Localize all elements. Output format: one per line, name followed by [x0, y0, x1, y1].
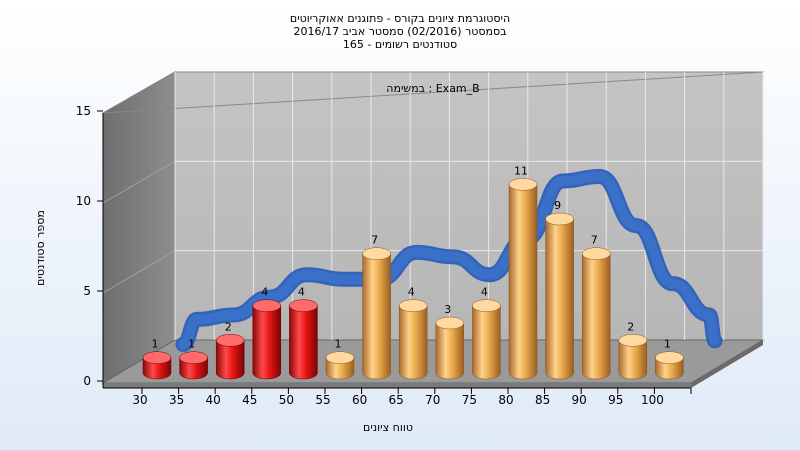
value-label: 2: [627, 320, 634, 333]
bar-65: [398, 299, 428, 380]
chart-registered-count: סטודנטים רשומים - 165: [342, 38, 458, 51]
x-tick-label: 50: [279, 393, 294, 407]
bar-cap: [618, 334, 648, 347]
x-axis-ticks: 30 35 40 45 50 55 60 65 70 75 80 85 90 95 100: [132, 388, 692, 407]
bar-50: [289, 299, 318, 380]
bar-cap: [179, 351, 208, 364]
bar-cap: [142, 351, 172, 364]
x-tick-label: 40: [206, 393, 221, 407]
bar-40: [215, 334, 245, 380]
bar-cap: [325, 351, 355, 364]
x-tick-label: 80: [498, 393, 513, 407]
bars: [142, 178, 684, 380]
bar-95: [618, 334, 648, 380]
bar-cap: [472, 299, 501, 312]
y-tick-label: 15: [76, 104, 91, 118]
bar-body: [618, 340, 648, 380]
value-label: 11: [514, 164, 528, 177]
value-label: 1: [152, 338, 159, 351]
bar-cap: [362, 247, 391, 260]
bar-cap: [252, 299, 282, 312]
value-label: 1: [664, 338, 671, 351]
bar-cap: [508, 178, 538, 191]
value-label: 4: [408, 286, 415, 299]
x-tick-label: 55: [315, 393, 330, 407]
x-tick-label: 60: [352, 393, 367, 407]
x-axis-title: טווח ציונים: [363, 421, 413, 434]
curve-ribbon: [178, 171, 720, 350]
floor-right-edge: [691, 340, 763, 388]
bar-body: [215, 340, 245, 380]
value-label: 7: [371, 234, 378, 247]
bar-body: [545, 218, 574, 380]
bar-cap: [545, 212, 574, 226]
bar-75: [472, 299, 501, 380]
bar-100: [655, 351, 684, 380]
bar-body: [508, 184, 538, 380]
bar-45: [252, 299, 282, 380]
y-tick-label: 10: [76, 194, 91, 208]
y-tick-label: 5: [83, 284, 91, 298]
x-tick-label: 95: [608, 393, 623, 407]
bar-90: [581, 247, 611, 380]
bar-body: [362, 253, 391, 380]
bar-cap: [215, 334, 245, 347]
bar-cap: [581, 247, 611, 260]
bar-80: [508, 178, 538, 380]
floor-front-edge: [103, 383, 691, 388]
bar-body: [472, 305, 501, 380]
value-label: 2: [225, 320, 232, 333]
chart-subtitle: בסמסטר (02/2016) סמסטר אביב 2016/17: [293, 25, 507, 38]
x-tick-label: 65: [389, 393, 404, 407]
bar-35: [179, 351, 208, 380]
bar-85: [545, 212, 574, 380]
bar-cap: [655, 351, 684, 364]
value-label: 1: [188, 338, 195, 351]
bar-55: [325, 351, 355, 380]
x-tick-label: 45: [242, 393, 257, 407]
y-tick-label: 0: [83, 374, 91, 388]
gridline-side: [102, 160, 176, 204]
x-tick-label: 70: [425, 393, 440, 407]
value-label: 7: [591, 234, 598, 247]
bar-body: [252, 305, 282, 380]
value-label: 9: [554, 199, 561, 212]
exam-annotation: במשימה : Exam_B: [386, 82, 479, 95]
x-tick-label: 75: [462, 393, 477, 407]
y-axis-ticks: 0 5 10 15: [76, 104, 103, 388]
value-label: 4: [298, 286, 305, 299]
bar-body: [398, 305, 428, 380]
bar-body: [581, 253, 611, 380]
bar-30: [142, 351, 172, 380]
value-label: 1: [335, 338, 342, 351]
x-tick-label: 30: [132, 393, 147, 407]
value-label: 3: [444, 303, 451, 316]
bar-cap: [289, 299, 318, 312]
x-tick-label: 100: [641, 393, 664, 407]
bar-60: [362, 247, 391, 380]
distribution-curve: [175, 168, 723, 352]
x-tick-label: 90: [572, 393, 587, 407]
x-tick-label: 35: [169, 393, 184, 407]
left-side-wall: [102, 71, 176, 384]
gridline-side: [102, 250, 176, 294]
chart-title: היסטוגרמת ציונים בקורס - פתוגנים אאוקריו…: [289, 12, 511, 25]
value-label: 4: [261, 286, 268, 299]
bar-70: [435, 316, 465, 380]
bar-body: [289, 305, 318, 380]
y-axis-title: מספר סטודנטים: [34, 210, 47, 286]
x-tick-label: 85: [535, 393, 550, 407]
bar-cap: [398, 299, 428, 312]
bar-body: [435, 322, 465, 380]
value-label: 4: [481, 286, 488, 299]
top-edge: [102, 71, 764, 114]
bar-cap: [435, 316, 465, 330]
